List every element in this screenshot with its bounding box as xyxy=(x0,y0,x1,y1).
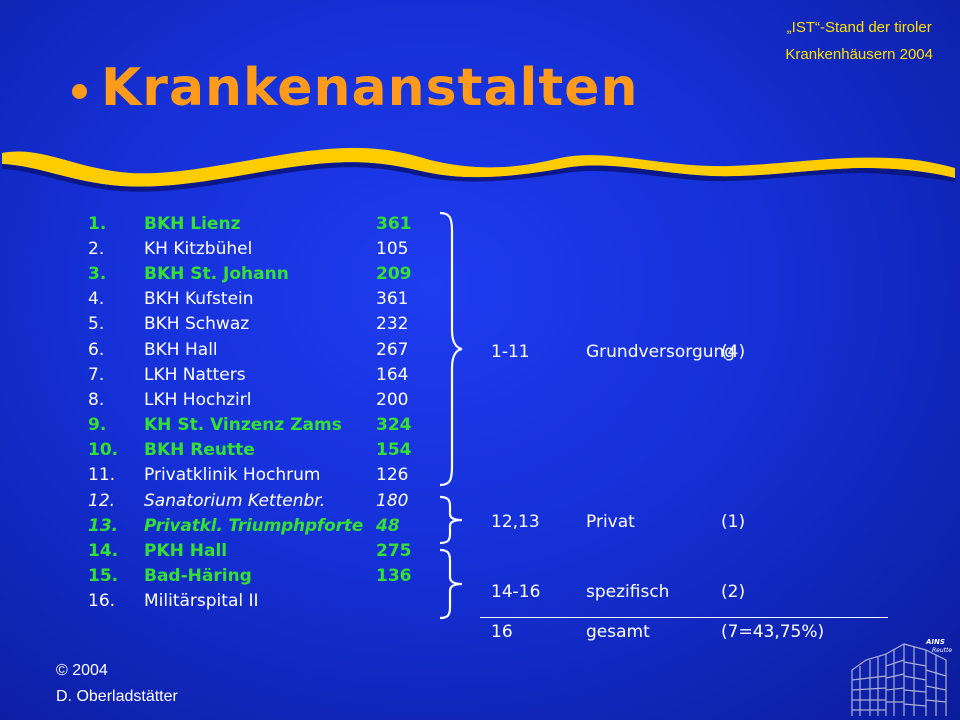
item-name: BKH Schwaz xyxy=(144,314,250,335)
item-name: BKH Lienz xyxy=(144,213,241,234)
summary-label: gesamt xyxy=(586,622,650,642)
item-number: 1. xyxy=(88,213,107,234)
item-name: BKH St. Johann xyxy=(144,263,289,284)
item-beds: 275 xyxy=(376,541,412,562)
author-name: D. Oberladstätter xyxy=(56,688,178,705)
item-name: PKH Hall xyxy=(144,541,228,562)
item-name: LKH Natters xyxy=(144,364,246,385)
subtitle-line-2: Krankenhäusern 2004 xyxy=(785,46,933,63)
list-item: 3. BKH St. Johann 209 xyxy=(88,261,416,286)
item-name: LKH Hochzirl xyxy=(144,389,252,410)
summary-count: (4) xyxy=(721,342,746,362)
item-number: 11. xyxy=(88,465,116,486)
logo-text-reutte: Reutte xyxy=(932,647,952,654)
item-name: BKH Kufstein xyxy=(144,289,254,310)
hospital-list: 1. BKH Lienz 361 2. KH Kitzbühel 105 3. BKH S… xyxy=(88,211,416,614)
item-name: Bad-Häring xyxy=(144,566,252,587)
list-item: 7. LKH Natters 164 xyxy=(88,362,416,387)
list-item: 10. BKH Reutte 154 xyxy=(88,438,416,463)
summary-count: (1) xyxy=(721,512,746,532)
item-number: 6. xyxy=(88,339,105,360)
copyright-year: © 2004 xyxy=(56,662,108,679)
item-beds: 105 xyxy=(376,238,409,259)
item-number: 2. xyxy=(88,238,105,259)
item-beds: 209 xyxy=(376,263,412,284)
item-number: 8. xyxy=(88,389,105,410)
item-name: KH St. Vinzenz Zams xyxy=(144,415,342,436)
list-item: 15. Bad-Häring 136 xyxy=(88,564,416,589)
item-beds: 361 xyxy=(376,213,412,234)
item-number: 14. xyxy=(88,541,119,562)
summary-count: (2) xyxy=(721,582,746,602)
item-number: 7. xyxy=(88,364,105,385)
list-item: 1. BKH Lienz 361 xyxy=(88,211,416,236)
summary-label: Privat xyxy=(586,512,635,532)
list-item: 6. BKH Hall 267 xyxy=(88,337,416,362)
summary-count: (7=43,75%) xyxy=(721,622,825,642)
summary-range: 14-16 xyxy=(491,582,541,602)
item-beds: 180 xyxy=(376,490,409,511)
item-name: Privatklinik Hochrum xyxy=(144,465,321,486)
item-beds: 324 xyxy=(376,415,412,436)
item-number: 15. xyxy=(88,566,119,587)
brace-spezifisch xyxy=(439,548,463,620)
list-item: 13. Privatkl. Triumphpforte 48 xyxy=(88,513,416,538)
hospital-building-logo: AINS Reutte xyxy=(851,638,952,716)
item-number: 13. xyxy=(88,515,119,536)
list-item: 12. Sanatorium Kettenbr. 180 xyxy=(88,488,416,513)
list-item: 4. BKH Kufstein 361 xyxy=(88,287,416,312)
item-beds: 200 xyxy=(376,389,409,410)
list-item: 5. BKH Schwaz 232 xyxy=(88,312,416,337)
item-number: 10. xyxy=(88,440,119,461)
page-title: Krankenanstalten xyxy=(101,58,639,118)
item-beds: 154 xyxy=(376,440,412,461)
list-item: 9. KH St. Vinzenz Zams 324 xyxy=(88,413,416,438)
bullet-icon xyxy=(72,83,87,99)
item-name: BKH Hall xyxy=(144,339,218,360)
item-beds: 232 xyxy=(376,314,409,335)
summary-label: Grundversorgung xyxy=(586,342,736,362)
item-beds: 126 xyxy=(376,465,409,486)
item-number: 3. xyxy=(88,263,107,284)
item-beds: 136 xyxy=(376,566,412,587)
list-item: 2. KH Kitzbühel 105 xyxy=(88,236,416,261)
swoosh-decoration xyxy=(2,147,955,192)
brace-grundversorgung xyxy=(439,211,463,487)
subtitle-line-1: „IST“-Stand der tiroler xyxy=(786,19,932,36)
summary-row: 12,13 Privat (1) xyxy=(491,512,745,532)
summary-range: 16 xyxy=(491,622,513,642)
item-beds: 164 xyxy=(376,364,409,385)
item-number: 16. xyxy=(88,591,116,612)
brace-privat xyxy=(439,495,463,545)
item-number: 12. xyxy=(88,490,116,511)
item-name: KH Kitzbühel xyxy=(144,238,253,259)
summary-row: 1-11 Grundversorgung (4) xyxy=(491,342,745,362)
summary-range: 1-11 xyxy=(491,342,530,362)
item-beds: 48 xyxy=(376,515,400,536)
total-divider xyxy=(480,617,888,618)
item-name: Militärspital II xyxy=(144,591,259,612)
list-item: 8. LKH Hochzirl 200 xyxy=(88,387,416,412)
copyright-block: © 2004 D. Oberladstätter xyxy=(56,658,178,710)
logo-text-ains: AINS xyxy=(925,638,945,646)
summary-label: spezifisch xyxy=(586,582,670,602)
item-number: 4. xyxy=(88,289,105,310)
subtitle-note: „IST“-Stand der tiroler Krankenhäusern 2… xyxy=(785,14,933,68)
item-name: Privatkl. Triumphpforte xyxy=(144,515,364,536)
item-beds: 361 xyxy=(376,289,409,310)
item-number: 9. xyxy=(88,415,107,436)
title-row: Krankenanstalten xyxy=(72,58,639,118)
item-name: Sanatorium Kettenbr. xyxy=(144,490,326,511)
item-name: BKH Reutte xyxy=(144,440,255,461)
list-item: 14. PKH Hall 275 xyxy=(88,538,416,563)
summary-range: 12,13 xyxy=(491,512,540,532)
summary-total-row: 16 gesamt (7=43,75%) xyxy=(491,622,824,642)
summary-row: 14-16 spezifisch (2) xyxy=(491,582,745,602)
item-beds: 267 xyxy=(376,339,409,360)
list-item: 11. Privatklinik Hochrum 126 xyxy=(88,463,416,488)
list-item: 16. Militärspital II xyxy=(88,589,416,614)
item-number: 5. xyxy=(88,314,105,335)
